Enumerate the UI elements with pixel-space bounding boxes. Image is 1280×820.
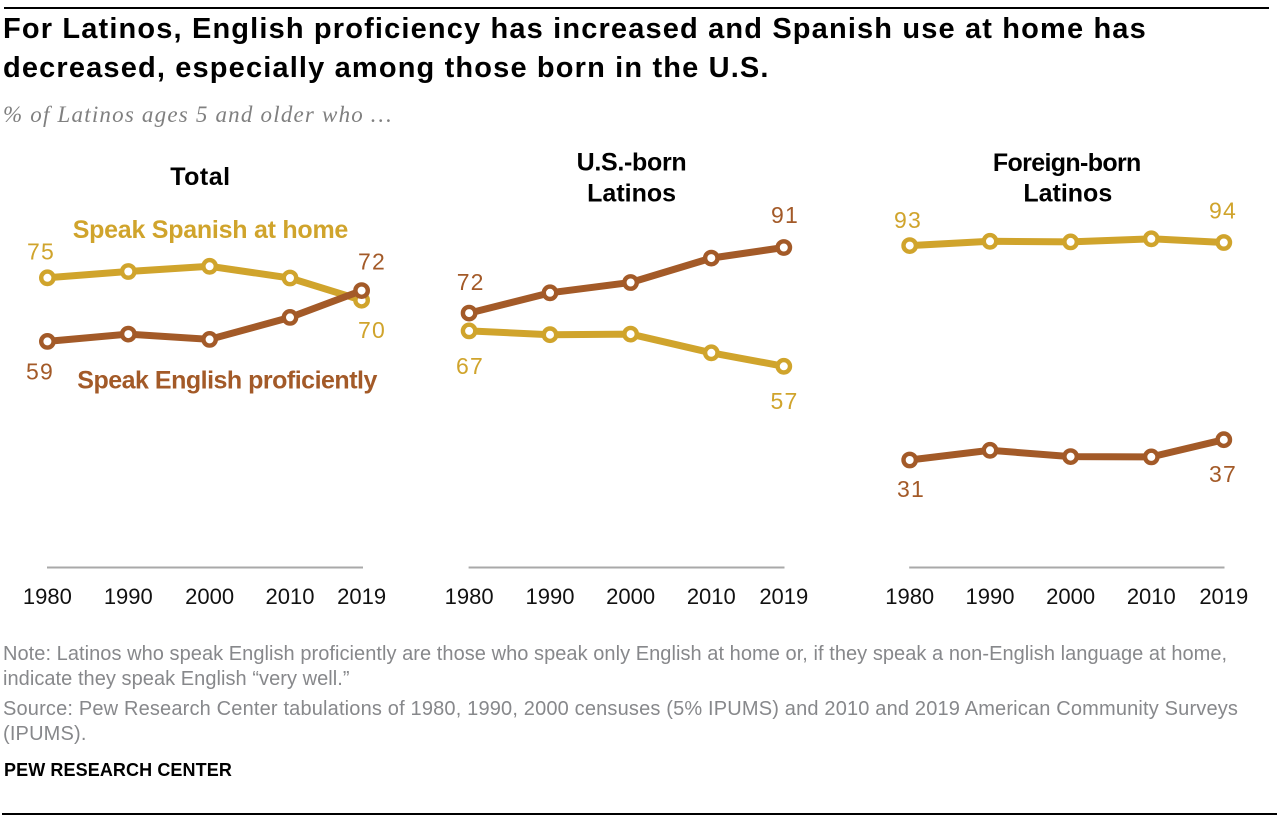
svg-text:75: 75 — [27, 239, 55, 265]
svg-text:Latinos: Latinos — [587, 180, 676, 208]
svg-text:Speak Spanish at home: Speak Spanish at home — [73, 216, 349, 244]
svg-text:57: 57 — [771, 388, 799, 414]
svg-text:72: 72 — [457, 269, 485, 295]
svg-text:1980: 1980 — [23, 584, 72, 609]
svg-text:Total: Total — [170, 163, 230, 191]
svg-text:67: 67 — [456, 353, 484, 379]
svg-text:2010: 2010 — [266, 584, 315, 609]
svg-text:2019: 2019 — [337, 584, 386, 609]
svg-text:59: 59 — [26, 359, 54, 385]
svg-text:1980: 1980 — [445, 584, 494, 609]
svg-text:Latinos: Latinos — [1023, 180, 1112, 208]
svg-text:2000: 2000 — [606, 584, 655, 609]
svg-text:37: 37 — [1209, 461, 1237, 487]
svg-text:2019: 2019 — [759, 584, 808, 609]
svg-text:Foreign-born: Foreign-born — [993, 149, 1141, 177]
svg-text:U.S.-born: U.S.-born — [577, 148, 687, 176]
svg-text:2000: 2000 — [1046, 584, 1095, 609]
svg-text:70: 70 — [358, 317, 386, 343]
svg-text:2010: 2010 — [687, 584, 736, 609]
svg-text:72: 72 — [358, 249, 386, 275]
svg-text:1990: 1990 — [526, 584, 575, 609]
svg-text:1990: 1990 — [966, 584, 1015, 609]
svg-text:2010: 2010 — [1127, 584, 1176, 609]
svg-text:Speak English proficiently: Speak English proficiently — [77, 367, 377, 395]
svg-text:2000: 2000 — [185, 584, 234, 609]
svg-text:94: 94 — [1209, 198, 1237, 224]
svg-text:1980: 1980 — [885, 584, 934, 609]
svg-text:93: 93 — [894, 207, 922, 233]
svg-text:1990: 1990 — [104, 584, 153, 609]
svg-text:2019: 2019 — [1199, 584, 1248, 609]
svg-text:91: 91 — [771, 202, 799, 228]
svg-text:31: 31 — [897, 476, 925, 502]
